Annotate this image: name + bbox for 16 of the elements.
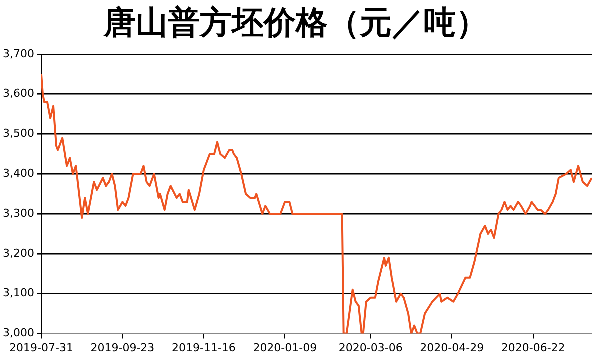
y-tick-label: 3,700 [2,47,34,60]
x-tick-label: 2019-07-31 [10,341,74,354]
x-tick-label: 2020-03-06 [338,341,403,354]
y-tick-label: 3,300 [2,206,34,220]
x-tick-label: 2019-09-23 [90,341,155,354]
y-tick-label: 3,400 [2,167,34,180]
y-tick-label: 3,000 [2,326,34,340]
x-tick-label: 2020-01-09 [253,341,318,354]
chart-title: 唐山普方坯价格（元／吨） [103,4,488,42]
x-tick-label: 2020-06-22 [501,341,566,354]
x-tick-label: 2019-11-16 [172,341,236,354]
x-tick-label: 2020-04-29 [420,341,484,354]
y-tick-label: 3,600 [2,87,34,100]
y-tick-label: 3,100 [2,286,34,300]
y-tick-label: 3,500 [2,127,34,140]
y-tick-label: 3,200 [2,246,34,260]
